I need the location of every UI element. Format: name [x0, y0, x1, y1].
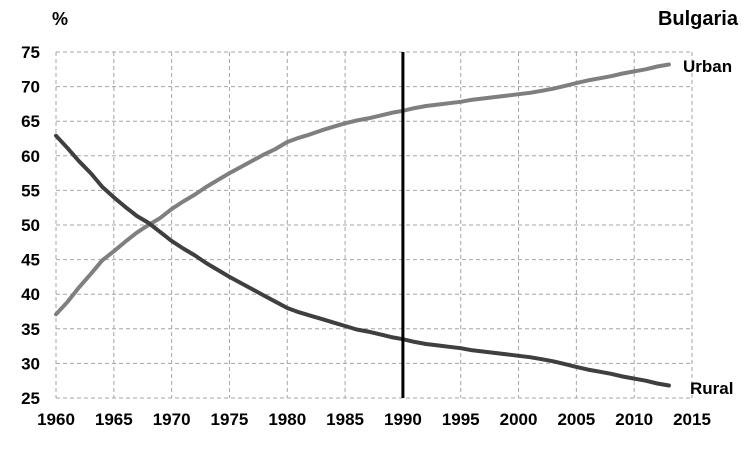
x-tick-label: 1985	[326, 410, 364, 429]
series-line-urban	[54, 62, 671, 317]
x-tick-label: 2010	[615, 410, 653, 429]
chart-title: Bulgaria	[658, 8, 739, 30]
series-line-rural	[54, 133, 671, 388]
grid	[55, 51, 693, 399]
y-tick-label: 45	[21, 251, 40, 270]
x-tick-label: 1980	[268, 410, 306, 429]
x-axis-ticks: 1960 1965 1970 1975 1980 1985 1990 1995 2000 2005…	[37, 410, 711, 429]
y-tick-label: 70	[21, 78, 40, 97]
series-label-urban: Urban	[683, 57, 732, 76]
x-tick-label: 1970	[153, 410, 191, 429]
x-tick-label: 1990	[384, 410, 422, 429]
x-tick-label: 1965	[95, 410, 133, 429]
y-axis-unit: %	[52, 9, 68, 29]
y-tick-label: 30	[21, 354, 40, 373]
y-tick-label: 65	[21, 112, 40, 131]
y-tick-label: 40	[21, 285, 40, 304]
y-tick-label: 75	[21, 43, 40, 62]
x-tick-label: 1975	[211, 410, 249, 429]
y-axis-ticks: 25 30 35 40 45 50 55 60 65 70 75	[21, 43, 40, 408]
y-tick-label: 35	[21, 320, 40, 339]
series-lines	[54, 62, 671, 388]
x-tick-label: 1960	[37, 410, 75, 429]
y-tick-label: 55	[21, 181, 40, 200]
x-tick-label: 1995	[442, 410, 480, 429]
y-tick-label: 60	[21, 147, 40, 166]
x-tick-label: 2015	[673, 410, 711, 429]
y-tick-label: 25	[21, 389, 40, 408]
y-tick-label: 50	[21, 216, 40, 235]
x-tick-label: 2005	[557, 410, 595, 429]
series-label-rural: Rural	[690, 379, 733, 398]
x-tick-label: 2000	[500, 410, 538, 429]
